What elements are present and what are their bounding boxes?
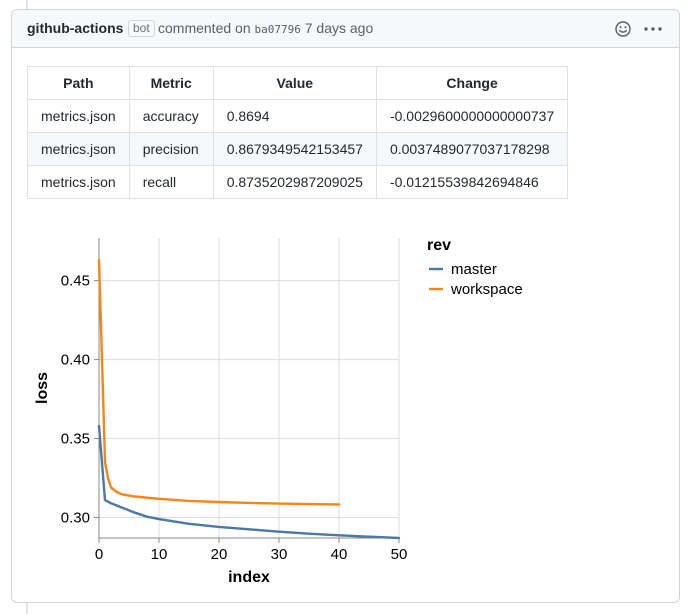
cell-value: 0.8735202987209025: [212, 165, 377, 199]
cell-metric: recall: [128, 165, 214, 199]
column-header-path: Path: [27, 66, 130, 100]
series-line-master: [97, 424, 401, 540]
chart-svg: 0 10 20 30 40 50 0.30 0.35 0.40 0.45 index loss rev…: [34, 237, 523, 586]
x-tick-label: 20: [211, 546, 228, 563]
more-options-button[interactable]: [643, 20, 663, 38]
x-axis-title: index: [228, 569, 270, 586]
cell-value: 0.8679349542153457: [212, 132, 377, 166]
cell-metric: accuracy: [128, 99, 214, 133]
y-tick-label: 0.45: [61, 273, 90, 290]
comment-author-link[interactable]: github-actions: [27, 20, 124, 36]
comment-header: github-actions bot commented on ba07796 …: [12, 10, 679, 48]
x-tick-label: 40: [331, 546, 348, 563]
series-line-workspace: [97, 258, 341, 506]
cell-path: metrics.json: [27, 165, 130, 199]
table-header-row: Path Metric Value Change: [27, 66, 569, 100]
chart-series: [97, 258, 401, 540]
chart-grid: [98, 238, 400, 538]
column-header-value: Value: [212, 66, 377, 100]
y-tick-label: 0.40: [61, 352, 90, 369]
bot-badge: bot: [128, 20, 155, 37]
table-row: metrics.json precision 0.867934954215345…: [27, 132, 569, 166]
cell-change: 0.0037489077037178298: [375, 132, 569, 166]
cell-value: 0.8694: [212, 99, 377, 133]
table-row: metrics.json accuracy 0.8694 -0.00296000…: [27, 99, 569, 133]
cell-change: -0.0029600000000000737: [375, 99, 569, 133]
legend-label-workspace: workspace: [450, 281, 523, 298]
commit-sha-link[interactable]: ba07796: [254, 23, 301, 36]
cell-change: -0.01215539842694846: [375, 165, 569, 199]
smiley-icon: [615, 21, 631, 37]
legend-label-master: master: [451, 261, 497, 278]
legend-title: rev: [427, 237, 451, 254]
cell-metric: precision: [128, 132, 214, 166]
comment-card: github-actions bot commented on ba07796 …: [11, 9, 680, 603]
column-header-metric: Metric: [128, 66, 214, 100]
x-tick-label: 50: [391, 546, 408, 563]
y-axis-title: loss: [34, 372, 51, 404]
cell-path: metrics.json: [27, 132, 130, 166]
chart-axes: 0 10 20 30 40 50 0.30 0.35 0.40 0.45 index loss: [34, 238, 407, 586]
comment-timestamp[interactable]: 7 days ago: [304, 20, 374, 36]
cell-path: metrics.json: [27, 99, 130, 133]
y-tick-label: 0.35: [61, 431, 90, 448]
comment-meta: commented on ba07796 7 days ago: [158, 20, 373, 36]
metrics-table: Path Metric Value Change metrics.json ac…: [27, 66, 569, 199]
add-reaction-button[interactable]: [614, 20, 632, 38]
x-tick-label: 10: [151, 546, 168, 563]
table-row: metrics.json recall 0.8735202987209025 -…: [27, 165, 569, 199]
column-header-change: Change: [375, 66, 569, 100]
y-tick-label: 0.30: [61, 509, 90, 526]
loss-chart: 0 10 20 30 40 50 0.30 0.35 0.40 0.45 index loss rev…: [27, 220, 567, 590]
x-tick-label: 30: [271, 546, 288, 563]
x-tick-label: 0: [95, 546, 103, 563]
kebab-horizontal-icon: [644, 27, 662, 31]
comment-action-text: commented on: [158, 20, 251, 36]
